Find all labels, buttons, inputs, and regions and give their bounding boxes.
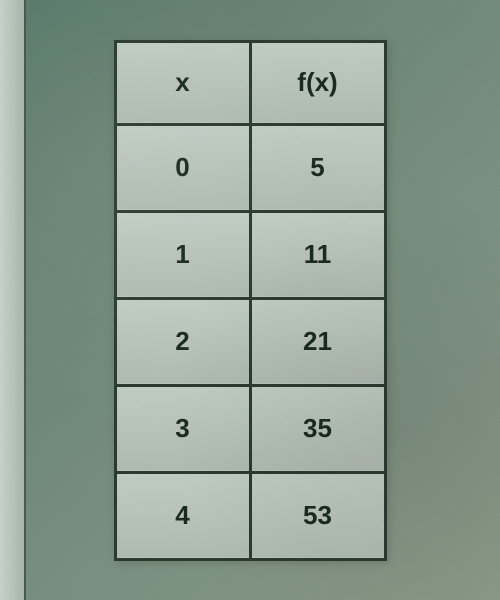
table-row: 2 21 [115,298,385,385]
table-row: 4 53 [115,472,385,559]
function-table: x f(x) 0 5 1 11 2 21 3 35 4 53 [114,40,387,561]
cell-x-1: 1 [115,211,250,298]
cell-fx-3: 35 [250,385,385,472]
cell-fx-2: 21 [250,298,385,385]
cell-fx-0: 5 [250,124,385,211]
cell-x-3: 3 [115,385,250,472]
cell-x-4: 4 [115,472,250,559]
cell-x-2: 2 [115,298,250,385]
table-row: 0 5 [115,124,385,211]
table-row: 3 35 [115,385,385,472]
cell-fx-4: 53 [250,472,385,559]
table-row: 1 11 [115,211,385,298]
cell-x-0: 0 [115,124,250,211]
page-left-margin [0,0,26,600]
column-header-fx: f(x) [250,41,385,124]
column-header-x: x [115,41,250,124]
table-header-row: x f(x) [115,41,385,124]
function-table-container: x f(x) 0 5 1 11 2 21 3 35 4 53 [114,40,387,561]
cell-fx-1: 11 [250,211,385,298]
